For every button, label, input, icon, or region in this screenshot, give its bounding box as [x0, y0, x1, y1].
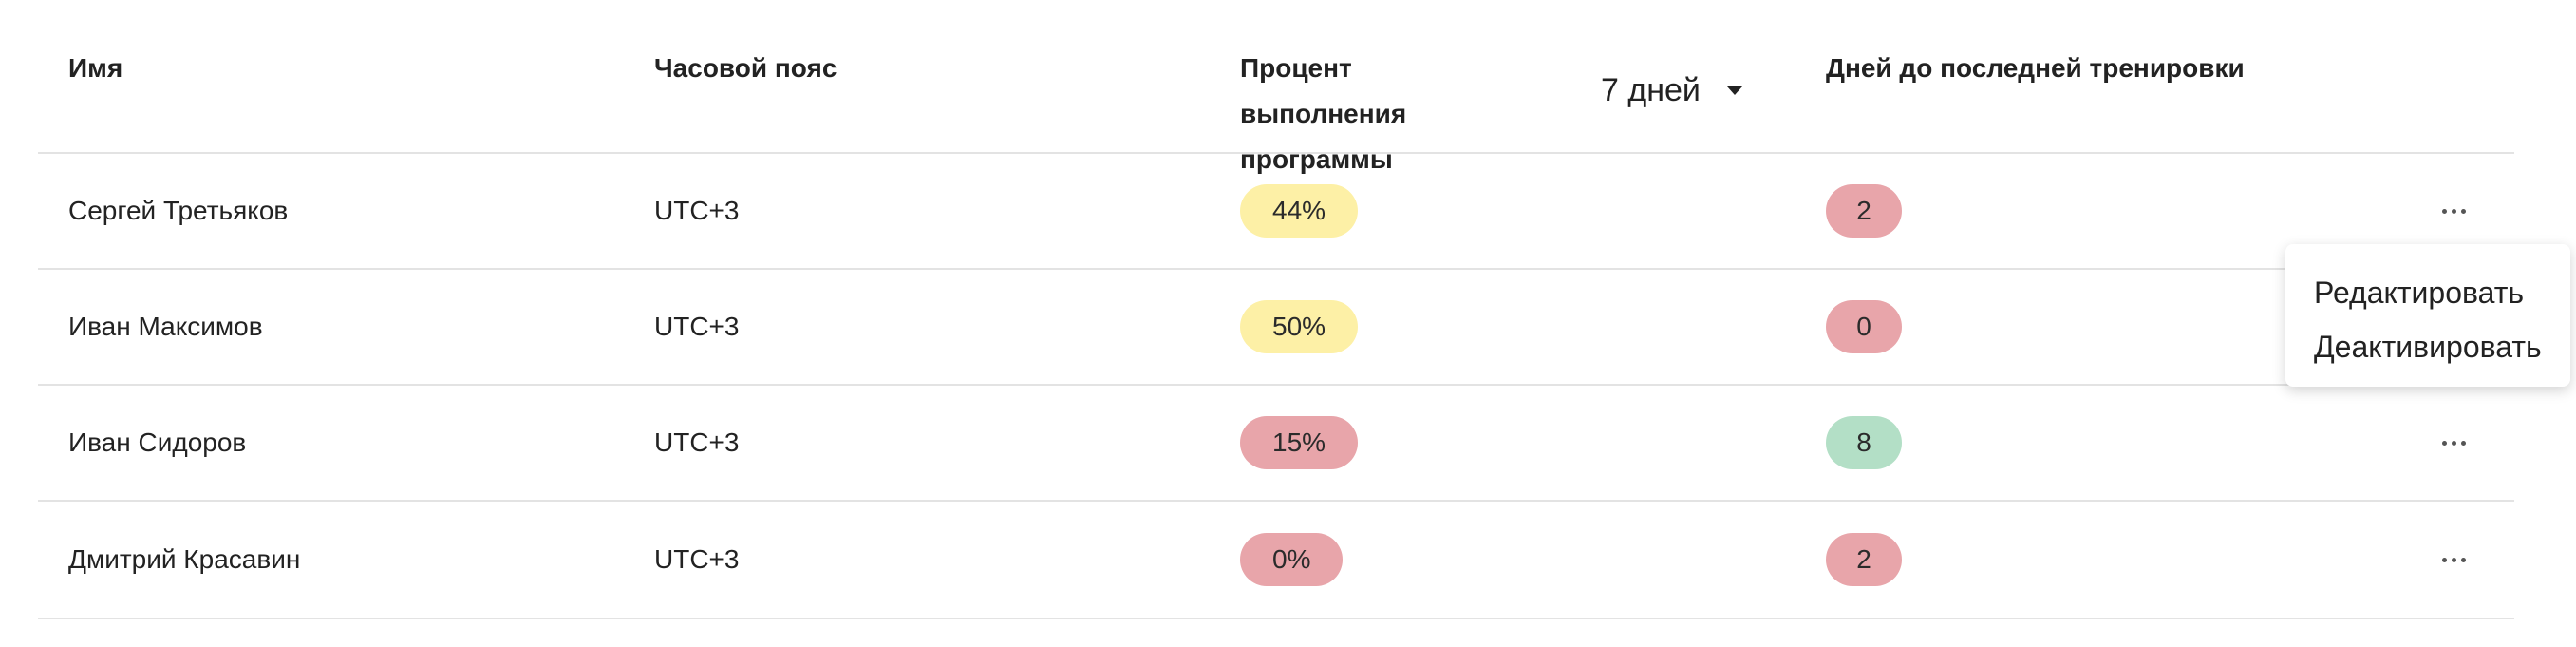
column-header-timezone: Часовой пояс	[654, 53, 837, 83]
athlete-timezone: UTC+3	[654, 312, 740, 341]
athlete-name: Дмитрий Красавин	[68, 544, 301, 574]
menu-item-edit[interactable]: Редактировать	[2314, 275, 2525, 310]
column-header-percent-line2: программы	[1240, 144, 1393, 174]
column-header-days-since: Дней до последней тренировки	[1826, 53, 2245, 83]
days-badge: 2	[1826, 184, 1902, 238]
column-header-percent: Процент выполнения программы	[1240, 46, 1525, 182]
table-row: Дмитрий Красавин UTC+3 0% 2	[38, 502, 2514, 619]
athlete-name: Иван Максимов	[68, 312, 263, 341]
caret-down-icon	[1726, 86, 1742, 95]
table-row: Иван Максимов UTC+3 50% 0	[38, 270, 2514, 386]
row-actions-menu: Редактировать Деактивировать	[2285, 244, 2570, 387]
athlete-name: Сергей Третьяков	[68, 196, 289, 225]
table-header: Имя Часовой пояс Процент выполнения прог…	[38, 0, 2514, 174]
table-row: Сергей Третьяков UTC+3 44% 2	[38, 154, 2514, 270]
days-badge: 0	[1826, 300, 1902, 353]
period-dropdown-label: 7 дней	[1601, 71, 1701, 108]
days-badge: 2	[1826, 533, 1902, 586]
column-header-name: Имя	[68, 53, 123, 83]
table-row: Иван Сидоров UTC+3 15% 8	[38, 386, 2514, 502]
athlete-name: Иван Сидоров	[68, 428, 247, 457]
percent-badge: 50%	[1240, 300, 1359, 353]
menu-item-deactivate[interactable]: Деактивировать	[2314, 329, 2542, 364]
more-horizontal-icon[interactable]	[2442, 154, 2466, 268]
period-dropdown[interactable]: 7 дней	[1601, 67, 1742, 114]
percent-badge: 44%	[1240, 184, 1359, 238]
days-badge: 8	[1826, 416, 1902, 469]
percent-badge: 0%	[1240, 533, 1344, 586]
athlete-timezone: UTC+3	[654, 544, 740, 574]
percent-badge: 15%	[1240, 416, 1359, 469]
athlete-timezone: UTC+3	[654, 196, 740, 225]
column-header-percent-line1: Процент выполнения	[1240, 53, 1407, 128]
more-horizontal-icon[interactable]	[2442, 502, 2466, 618]
athletes-table: Имя Часовой пояс Процент выполнения прог…	[38, 0, 2514, 647]
athlete-timezone: UTC+3	[654, 428, 740, 457]
more-horizontal-icon[interactable]	[2442, 386, 2466, 500]
